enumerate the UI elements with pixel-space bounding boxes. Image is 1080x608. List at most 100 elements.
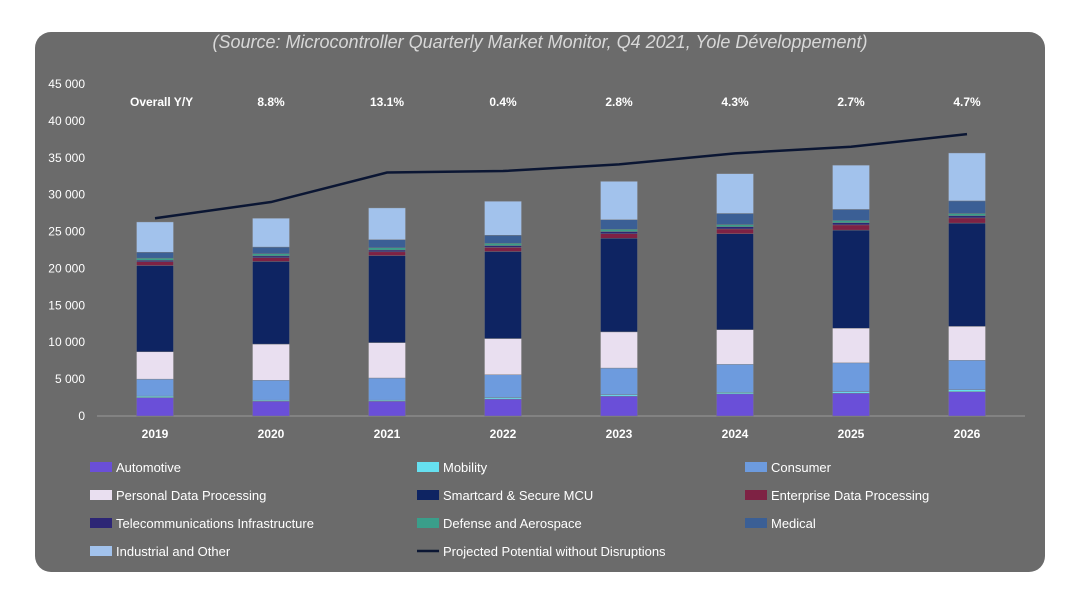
legend-swatch [417,462,439,472]
bar-segment [484,201,522,236]
bar-segment [368,377,406,401]
bar-segment [832,362,870,392]
bar-segment [252,343,290,381]
yoy-value: 2.8% [605,95,633,109]
bar-segment [368,255,406,343]
bar-segment [948,391,986,417]
y-tick-label: 25 000 [48,225,85,239]
y-tick-label: 35 000 [48,151,85,165]
bar-segment [948,360,986,391]
bar-segment [484,338,522,375]
bar-segment [716,329,754,365]
yoy-row: Overall Y/Y 8.8% 13.1% 0.4% 2.8% 4.3% 2.7% 4.7… [130,95,981,109]
yoy-value: 0.4% [489,95,517,109]
bar-segment [716,228,754,234]
bar-segment [716,392,754,395]
bar-segment [136,378,174,397]
projection-line [154,132,968,220]
legend-label: Enterprise Data Processing [771,488,929,503]
bar-segment [716,226,754,230]
y-tick-label: 5 000 [55,372,85,386]
bar-segment [484,245,522,248]
bar-segment [716,393,754,417]
bar-segment [368,247,406,251]
bar-segment [136,395,174,398]
y-tick-label: 15 000 [48,298,85,312]
bar-segment [484,398,522,417]
bar-segment [600,181,638,220]
legend-label: Consumer [771,460,832,475]
y-tick-label: 40 000 [48,114,85,128]
y-tick-label: 45 000 [48,77,85,91]
legend-swatch [745,518,767,528]
legend-label: Smartcard & Secure MCU [443,488,593,503]
bar-segment [716,233,754,330]
x-tick-label: 2025 [838,427,865,441]
bar-segment [600,331,638,369]
bar-segment [368,251,406,256]
bar-segment [484,251,522,339]
legend-swatch [90,518,112,528]
y-tick-label: 20 000 [48,261,85,275]
legend-label: Defense and Aerospace [443,516,582,531]
bar-segment [948,217,986,224]
bar-segment [252,253,290,257]
yoy-value: 13.1% [370,95,404,109]
bar-segment [252,261,290,345]
chart-panel: (Source: Microcontroller Quarterly Marke… [35,32,1045,572]
bar-segment [832,229,870,329]
legend-swatch [90,490,112,500]
bar-segment [832,222,870,226]
bar-segment [368,401,406,417]
bar-segment [136,252,174,259]
legend-label: Automotive [116,460,181,475]
legend-label: Industrial and Other [116,544,231,559]
bar-segment [948,213,986,216]
bar-segment [484,247,522,252]
bar-segment [368,249,406,253]
legend-label: Telecommunications Infrastructure [116,516,314,531]
bar-segment [600,231,638,234]
projection-line-group [154,132,968,220]
bar-segment [948,215,986,219]
bar-segment [716,224,754,227]
bar-segment [948,389,986,392]
bar-segment [252,380,290,401]
bar-segment [600,229,638,232]
bar-segment [832,328,870,364]
bars [136,152,986,417]
bar-segment [252,257,290,262]
x-tick-label: 2019 [142,427,169,441]
legend-swatch [417,490,439,500]
y-tick-label: 10 000 [48,335,85,349]
bar-segment [600,237,638,333]
bar-segment [600,367,638,395]
legend-label: Medical [771,516,816,531]
yoy-value: 4.3% [721,95,749,109]
bar-segment [368,239,406,248]
bar-segment [716,213,754,225]
x-tick-label: 2021 [374,427,401,441]
bar-segment [252,218,290,248]
y-tick-label: 0 [78,409,85,423]
bar-segment [252,255,290,258]
legend-label: Personal Data Processing [116,488,266,503]
bar-segment [832,391,870,394]
yoy-value: 2.7% [837,95,865,109]
legend-swatch [417,518,439,528]
bar-segment [948,200,986,214]
bar-segment [136,261,174,266]
x-tick-label: 2023 [606,427,633,441]
stacked-bar-chart: 0 5 000 10 000 15 000 20 000 25 000 30 000 35 0… [48,77,1025,559]
bar-segment [368,342,406,379]
bar-segment [600,395,638,417]
bar-segment [484,235,522,244]
bar-segment [252,246,290,254]
x-tick-label: 2026 [954,427,981,441]
bar-segment [484,243,522,246]
source-caption: (Source: Microcontroller Quarterly Marke… [212,32,868,52]
bar-segment [948,326,986,361]
legend-swatch [90,462,112,472]
bar-segment [136,265,174,353]
bar-segment [252,401,290,417]
